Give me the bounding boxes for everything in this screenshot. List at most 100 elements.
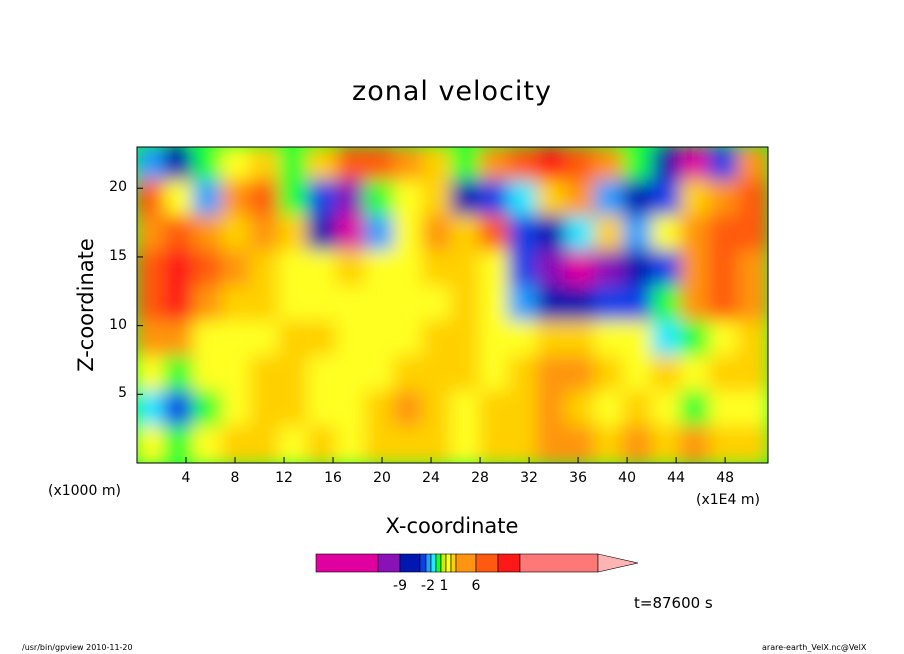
field-cell: [137, 180, 168, 220]
field-cell: [479, 215, 512, 255]
field-cell: [335, 425, 369, 463]
field-cell: [163, 215, 197, 255]
field-cell: [565, 355, 598, 395]
field-cell: [737, 285, 768, 325]
field-cell: [221, 390, 254, 430]
field-cell: [137, 285, 168, 325]
field-cell: [364, 425, 398, 463]
field-cell: [163, 250, 197, 290]
field-cell: [680, 215, 713, 255]
field-cell: [335, 250, 369, 290]
field-cell: [565, 215, 598, 255]
field-cell: [137, 215, 168, 255]
field-cell: [622, 147, 656, 185]
field-cell: [221, 147, 254, 185]
field-cell: [593, 215, 627, 255]
colorbar-swatch: [430, 553, 437, 573]
field-cell: [450, 147, 484, 185]
x-tick-label: 20: [373, 470, 391, 486]
field-cell: [307, 180, 340, 220]
field-cell: [593, 355, 627, 395]
field-cell: [278, 355, 312, 395]
field-cell: [479, 285, 512, 325]
field-cell: [708, 250, 742, 290]
y-tick-label: 15: [109, 247, 127, 264]
x-tick-label: 12: [275, 470, 293, 486]
field-cell: [450, 180, 484, 220]
field-cell: [249, 425, 283, 463]
field-cell: [307, 355, 340, 395]
field-cell: [536, 250, 570, 290]
field-cell: [737, 425, 768, 463]
field-cell: [507, 215, 541, 255]
field-cell: [450, 320, 484, 360]
field-cell: [192, 425, 226, 463]
x-tick-label: 36: [569, 470, 587, 486]
colorbar-swatch: [475, 553, 499, 573]
field-cell: [364, 250, 398, 290]
field-cell: [249, 215, 283, 255]
field-cell: [421, 425, 455, 463]
field-cell: [622, 285, 656, 325]
field-cell: [192, 285, 226, 325]
field-cell: [737, 147, 768, 185]
field-cell: [278, 180, 312, 220]
colorbar-swatch: [425, 553, 432, 573]
field-cell: [249, 180, 283, 220]
field-cell: [393, 320, 426, 360]
field-cell: [536, 320, 570, 360]
field-cell: [307, 285, 340, 325]
field-cell: [651, 390, 684, 430]
field-cell: [192, 250, 226, 290]
field-cell: [335, 355, 369, 395]
velocity-field: [137, 147, 768, 463]
field-cell: [479, 250, 512, 290]
field-cell: [137, 425, 168, 463]
field-cell: [593, 147, 627, 185]
field-cell: [565, 285, 598, 325]
field-cell: [163, 425, 197, 463]
field-cell: [221, 180, 254, 220]
y-tick-label: 10: [109, 316, 127, 333]
field-cell: [680, 425, 713, 463]
field-cell: [335, 285, 369, 325]
field-cell: [249, 250, 283, 290]
field-cell: [163, 285, 197, 325]
y-axis-label: Z-coordinate: [74, 238, 98, 372]
field-cell: [364, 215, 398, 255]
x-tick-label: 8: [230, 470, 240, 486]
x-tick-label: 16: [324, 470, 342, 486]
field-cell: [393, 147, 426, 185]
colorbar-swatch: [455, 553, 477, 573]
field-cell: [307, 425, 340, 463]
field-cell: [137, 355, 168, 395]
field-cell: [278, 425, 312, 463]
field-cell: [507, 320, 541, 360]
field-cell: [622, 320, 656, 360]
colorbar-swatch: [399, 553, 421, 573]
field-cell: [479, 320, 512, 360]
field-cell: [192, 320, 226, 360]
field-cell: [163, 355, 197, 395]
field-cell: [536, 147, 570, 185]
field-cell: [249, 285, 283, 325]
chart-title: zonal velocity: [352, 76, 552, 107]
field-cell: [221, 425, 254, 463]
field-cell: [622, 425, 656, 463]
colorbar-swatch: [445, 553, 452, 573]
x-unit-label-right: (x1E4 m): [696, 492, 760, 508]
x-tick-label: 4: [181, 470, 191, 486]
field-cell: [221, 215, 254, 255]
field-cell: [680, 285, 713, 325]
field-cell: [335, 215, 369, 255]
field-cell: [565, 147, 598, 185]
field-cell: [479, 147, 512, 185]
field-cell: [536, 285, 570, 325]
field-cell: [622, 355, 656, 395]
field-cell: [708, 425, 742, 463]
field-cell: [307, 390, 340, 430]
field-cell: [163, 147, 197, 185]
field-cell: [249, 390, 283, 430]
field-cell: [450, 425, 484, 463]
